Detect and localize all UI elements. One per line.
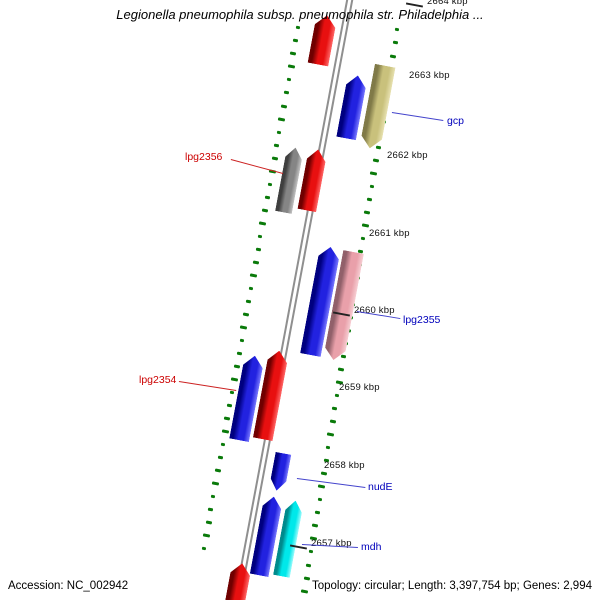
gc-content-tick bbox=[217, 455, 224, 459]
gene-label-gcp[interactable]: gcp bbox=[447, 115, 464, 127]
gc-content-tick bbox=[366, 197, 373, 202]
gc-content-tick bbox=[308, 550, 314, 554]
accession-text: Accession: NC_002942 bbox=[8, 580, 129, 592]
topology-text: Topology: circular; Length: 3,397,754 bp… bbox=[311, 580, 592, 592]
ruler-label-2664-kbp: 2664 kbp bbox=[427, 0, 468, 7]
gc-content-tick bbox=[205, 520, 212, 525]
gc-content-tick bbox=[220, 442, 225, 446]
gc-content-tick bbox=[283, 91, 290, 95]
gc-content-tick bbox=[317, 497, 322, 502]
gc-content-tick bbox=[249, 273, 258, 277]
gc-content-tick bbox=[389, 54, 397, 58]
gc-content-tick bbox=[202, 533, 210, 538]
gc-content-tick bbox=[369, 184, 374, 188]
gc-content-tick bbox=[243, 312, 250, 316]
gc-content-tick bbox=[395, 28, 400, 32]
gc-content-tick bbox=[267, 182, 273, 186]
ruler-label-2659-kbp: 2659 kbp bbox=[339, 382, 380, 393]
gc-content-tick bbox=[271, 156, 278, 160]
gc-content-tick bbox=[340, 354, 347, 358]
gc-content-tick bbox=[240, 325, 248, 329]
gc-content-tick bbox=[295, 26, 301, 30]
gc-content-tick bbox=[224, 416, 231, 420]
gc-content-tick bbox=[286, 78, 291, 82]
organism-title: Legionella pneumophila subsp. pneumophil… bbox=[116, 7, 484, 22]
gc-content-tick bbox=[239, 338, 244, 342]
gc-content-tick bbox=[255, 247, 261, 251]
leader-line-lpg2356 bbox=[230, 159, 283, 174]
gc-content-tick bbox=[287, 64, 295, 69]
gc-content-tick bbox=[329, 419, 336, 424]
gc-content-tick bbox=[277, 116, 286, 121]
gc-content-tick bbox=[338, 367, 345, 371]
ruler-label-2661-kbp: 2661 kbp bbox=[369, 228, 410, 239]
gc-content-tick bbox=[211, 494, 216, 498]
leader-line-gcp bbox=[391, 112, 443, 121]
gc-content-tick bbox=[306, 563, 312, 567]
gc-content-tick bbox=[318, 484, 326, 489]
ruler-label-2660-kbp: 2660 kbp bbox=[354, 305, 395, 316]
gc-content-tick bbox=[208, 507, 214, 511]
gc-content-tick bbox=[229, 390, 235, 394]
gc-content-tick bbox=[227, 403, 233, 407]
gc-content-tick bbox=[221, 429, 229, 434]
gc-content-tick bbox=[245, 299, 252, 303]
ruler-label-2658-kbp: 2658 kbp bbox=[324, 460, 365, 471]
gc-content-tick bbox=[334, 393, 340, 397]
gc-content-tick bbox=[274, 143, 280, 147]
gc-content-tick bbox=[233, 364, 241, 368]
ruler-label-2663-kbp: 2663 kbp bbox=[409, 70, 450, 81]
gc-content-tick bbox=[280, 103, 288, 108]
gene-label-lpg2354[interactable]: lpg2354 bbox=[139, 374, 177, 386]
gc-content-tick bbox=[372, 158, 380, 163]
gc-content-tick bbox=[264, 195, 271, 199]
leader-line-lpg2354 bbox=[178, 381, 236, 391]
gene-label-nudE[interactable]: nudE bbox=[368, 481, 393, 493]
gc-content-tick bbox=[392, 41, 399, 45]
gc-content-tick bbox=[361, 223, 369, 228]
gc-content-tick bbox=[326, 432, 335, 437]
gc-content-tick bbox=[293, 38, 299, 43]
gc-content-tick bbox=[252, 260, 259, 264]
gc-content-tick bbox=[363, 210, 371, 215]
gc-content-tick bbox=[261, 208, 269, 212]
gc-content-tick bbox=[201, 546, 207, 550]
leader-line-nudE bbox=[296, 478, 365, 488]
gc-content-tick bbox=[312, 523, 319, 528]
gc-content-tick bbox=[326, 445, 331, 449]
gc-content-tick bbox=[258, 234, 263, 238]
gc-content-tick bbox=[248, 286, 254, 290]
gene-gcp[interactable] bbox=[359, 64, 395, 150]
gc-content-tick bbox=[277, 130, 282, 134]
gc-content-tick bbox=[332, 406, 338, 410]
gc-content-tick bbox=[375, 145, 381, 149]
gene-label-lpg2356[interactable]: lpg2356 bbox=[185, 151, 223, 163]
gc-content-tick bbox=[360, 236, 366, 241]
gene-lpg2356-b[interactable] bbox=[297, 148, 327, 212]
gc-content-tick bbox=[314, 510, 321, 515]
gc-content-tick bbox=[357, 249, 364, 254]
gc-content-tick bbox=[290, 51, 297, 56]
gc-content-tick bbox=[259, 221, 267, 225]
ruler-label-2657-kbp: 2657 kbp bbox=[311, 538, 352, 549]
gc-content-tick bbox=[236, 351, 242, 355]
ruler-label-2662-kbp: 2662 kbp bbox=[387, 150, 428, 161]
gc-content-tick bbox=[214, 468, 222, 473]
gene-nudE[interactable] bbox=[269, 452, 292, 492]
gene-label-mdh[interactable]: mdh bbox=[361, 541, 382, 553]
status-bar: Accession: NC_002942 Topology: circular;… bbox=[8, 580, 592, 592]
gc-content-tick bbox=[230, 377, 239, 381]
gene-label-lpg2355[interactable]: lpg2355 bbox=[403, 314, 441, 326]
gc-content-tick bbox=[211, 481, 220, 486]
gc-content-tick bbox=[369, 171, 378, 176]
gc-content-tick bbox=[320, 471, 328, 476]
